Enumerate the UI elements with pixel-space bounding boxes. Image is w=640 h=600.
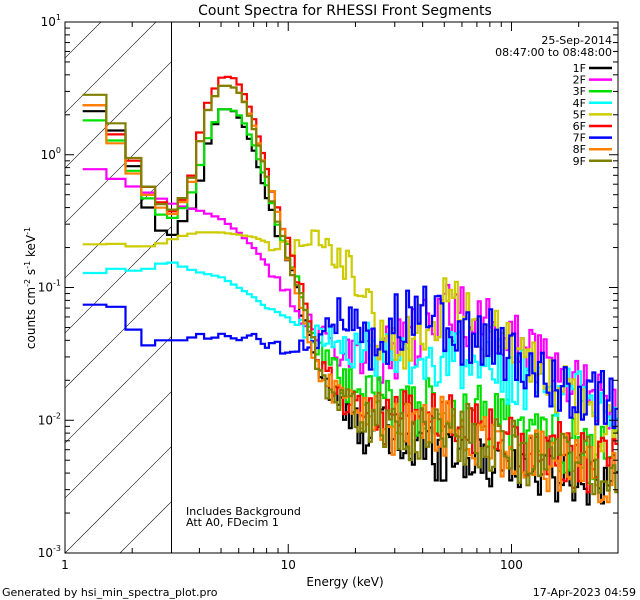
- y-tick-label: 10-3: [38, 544, 61, 560]
- hatch-line: [65, 171, 172, 279]
- y-tick-labels: 10-3 10-2 10-1 100 101: [38, 13, 61, 560]
- x-tick-label: 100: [500, 558, 523, 572]
- hatch-line: [65, 281, 172, 389]
- x-tick-label: 10: [281, 558, 296, 572]
- chart-title: Count Spectra for RHESSI Front Segments: [198, 3, 492, 19]
- legend-label-7F: 7F: [573, 132, 586, 145]
- hatch-line: [615, 0, 640, 553]
- legend-label-8F: 8F: [573, 143, 586, 156]
- hatch-line: [65, 391, 172, 499]
- hatch-line: [65, 116, 172, 224]
- hatch-line: [0, 0, 115, 553]
- legend-time-range: 08:47:00 to 08:48:00: [495, 46, 612, 59]
- annotation-attenuator: Att A0, FDecim 1: [186, 516, 279, 529]
- legend-label-3F: 3F: [573, 85, 586, 98]
- legend-label-2F: 2F: [573, 74, 586, 87]
- annotation-background: Includes Background: [186, 505, 301, 518]
- generated-by: Generated by hsi_min_spectra_plot.pro: [2, 586, 218, 599]
- y-tick-label: 101: [41, 13, 61, 29]
- series-layer: [82, 75, 618, 506]
- legend-label-9F: 9F: [573, 155, 586, 168]
- series-line-9F: [82, 84, 618, 496]
- axis-ticks: [64, 21, 619, 554]
- excluded-region-hatch: [0, 0, 640, 553]
- series-line-7F: [82, 285, 618, 429]
- hatch-line: [0, 0, 5, 553]
- hatch-line: [65, 446, 172, 553]
- hatch-line: [65, 61, 172, 169]
- legend-label-6F: 6F: [573, 120, 586, 133]
- footer-timestamp: 17-Apr-2023 04:59: [533, 586, 636, 599]
- x-axis-label: Energy (keV): [306, 575, 383, 589]
- x-tick-labels: 1 10 100: [61, 558, 523, 572]
- y-tick-label: 10-1: [38, 279, 61, 295]
- y-axis-label: counts cm-2 s-1 keV-1: [23, 227, 38, 349]
- y-tick-label: 100: [41, 146, 61, 162]
- legend-label-4F: 4F: [573, 97, 586, 110]
- hatch-line: [65, 22, 102, 59]
- y-tick-label: 10-2: [38, 411, 61, 427]
- legend-date: 25-Sep-2014: [541, 34, 612, 47]
- legend-label-1F: 1F: [573, 62, 586, 75]
- hatch-line: [65, 226, 172, 334]
- legend-label-5F: 5F: [573, 108, 586, 121]
- hatch-line: [65, 22, 157, 114]
- x-tick-label: 1: [61, 558, 69, 572]
